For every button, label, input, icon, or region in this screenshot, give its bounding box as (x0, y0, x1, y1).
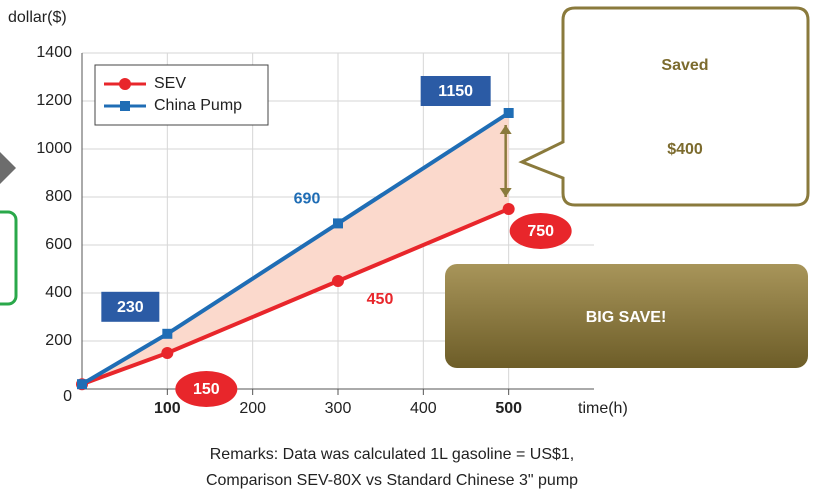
label-box (101, 291, 160, 322)
label-bubble (175, 371, 238, 407)
line-series (81, 207, 510, 387)
y-tick-label: 0 (63, 388, 72, 405)
marker (502, 203, 515, 215)
marker (161, 347, 174, 359)
marker (503, 108, 514, 118)
marker (332, 275, 344, 287)
x-tick-label: 500 (495, 400, 522, 417)
legend-marker (120, 101, 130, 111)
y-tick-label: 1000 (36, 140, 72, 157)
marker (162, 328, 173, 339)
line-series (80, 111, 510, 386)
marker (77, 379, 87, 390)
y-tick-label: 1400 (36, 44, 72, 61)
y-axis-label: dollar($) (8, 9, 67, 26)
x-tick-label: 300 (325, 400, 352, 417)
x-tick-label: 200 (239, 400, 266, 417)
legend-label: SEV (154, 75, 186, 92)
callout-box (518, 6, 810, 207)
callout-amount: $400 (667, 141, 703, 158)
plot-area: 0 200 400 600 800 1000 1200 1400 100 200 300 400 500… (36, 44, 594, 417)
y-tick-label: 600 (45, 236, 72, 253)
remark-line: Comparison SEV-80X vs Standard Chinese 3… (206, 472, 578, 489)
legend-marker (119, 78, 131, 90)
callout-title: Saved (661, 57, 708, 74)
data-label: 450 (367, 291, 394, 308)
x-axis-label: time(h) (578, 400, 628, 417)
y-tick-label: 800 (45, 188, 72, 205)
data-label: 750 (527, 223, 554, 240)
left-arrow (0, 152, 16, 184)
clipped-badge (0, 210, 18, 306)
legend: SEV China Pump (94, 64, 269, 126)
x-tick-label: 100 (154, 400, 181, 417)
data-label: 1150 (438, 83, 473, 100)
arrow-head (499, 125, 512, 134)
banner-text: BIG SAVE! (586, 309, 667, 326)
arrow-head (499, 188, 512, 197)
label-bubble (509, 213, 572, 249)
data-label: 150 (193, 381, 220, 398)
label-box (420, 76, 491, 106)
y-tick-label: 400 (45, 284, 72, 301)
remark-line: Remarks: Data was calculated 1L gasoline… (210, 446, 574, 463)
data-label: 230 (117, 299, 144, 316)
y-tick-label: 1200 (36, 92, 72, 109)
banner (445, 264, 808, 368)
x-tick-label: 400 (410, 400, 437, 417)
data-label: 690 (294, 191, 321, 208)
legend-box (94, 64, 269, 126)
legend-label: China Pump (154, 97, 242, 114)
y-tick-label: 200 (45, 332, 72, 349)
marker (333, 218, 343, 229)
